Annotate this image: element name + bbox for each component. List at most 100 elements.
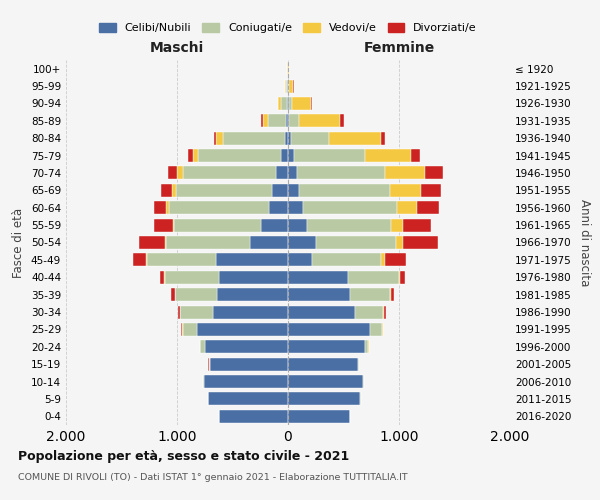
Bar bbox=[165, 236, 166, 249]
Bar bbox=[370, 323, 382, 336]
Bar bbox=[307, 218, 391, 232]
Bar bbox=[216, 254, 288, 266]
Bar bbox=[198, 149, 281, 162]
Bar bbox=[348, 270, 399, 284]
Bar bbox=[289, 97, 292, 110]
Bar bbox=[288, 97, 289, 110]
Bar bbox=[209, 358, 211, 370]
Bar bbox=[291, 132, 329, 144]
Bar bbox=[288, 254, 313, 266]
Bar bbox=[288, 114, 289, 128]
Bar bbox=[399, 270, 400, 284]
Bar bbox=[403, 236, 439, 249]
Bar bbox=[188, 149, 193, 162]
Bar bbox=[292, 97, 311, 110]
Bar bbox=[365, 149, 411, 162]
Bar bbox=[172, 184, 176, 197]
Bar bbox=[175, 288, 217, 301]
Bar bbox=[205, 340, 288, 353]
Bar bbox=[288, 201, 303, 214]
Bar bbox=[173, 218, 262, 232]
Bar bbox=[390, 184, 421, 197]
Bar bbox=[208, 392, 288, 406]
Bar bbox=[288, 323, 370, 336]
Bar bbox=[178, 306, 180, 318]
Bar bbox=[288, 358, 358, 370]
Bar bbox=[425, 166, 443, 179]
Bar bbox=[286, 80, 287, 92]
Bar bbox=[211, 358, 288, 370]
Text: COMUNE DI RIVOLI (TO) - Dati ISTAT 1° gennaio 2021 - Elaborazione TUTTITALIA.IT: COMUNE DI RIVOLI (TO) - Dati ISTAT 1° ge… bbox=[18, 472, 407, 482]
Bar bbox=[288, 166, 297, 179]
Bar bbox=[400, 270, 406, 284]
Bar bbox=[380, 132, 385, 144]
Bar bbox=[272, 184, 288, 197]
Bar bbox=[297, 166, 385, 179]
Bar bbox=[299, 114, 340, 128]
Bar bbox=[276, 166, 288, 179]
Bar bbox=[172, 288, 175, 301]
Bar bbox=[166, 201, 169, 214]
Bar bbox=[281, 149, 288, 162]
Bar bbox=[385, 254, 406, 266]
Y-axis label: Anni di nascita: Anni di nascita bbox=[578, 199, 591, 286]
Bar bbox=[391, 218, 403, 232]
Bar bbox=[288, 149, 293, 162]
Bar bbox=[288, 236, 316, 249]
Bar bbox=[411, 149, 420, 162]
Bar bbox=[288, 184, 299, 197]
Text: Femmine: Femmine bbox=[364, 41, 434, 55]
Bar bbox=[168, 166, 177, 179]
Bar bbox=[214, 132, 217, 144]
Bar bbox=[288, 132, 291, 144]
Bar bbox=[176, 184, 272, 197]
Bar bbox=[160, 270, 164, 284]
Bar bbox=[182, 166, 276, 179]
Bar bbox=[177, 166, 182, 179]
Bar bbox=[289, 80, 293, 92]
Bar bbox=[169, 201, 269, 214]
Bar bbox=[281, 97, 287, 110]
Bar bbox=[365, 340, 368, 353]
Bar bbox=[299, 184, 390, 197]
Bar bbox=[358, 358, 359, 370]
Bar bbox=[311, 97, 313, 110]
Bar bbox=[219, 270, 288, 284]
Bar bbox=[340, 114, 343, 128]
Bar bbox=[166, 236, 250, 249]
Bar bbox=[285, 80, 286, 92]
Text: Maschi: Maschi bbox=[150, 41, 204, 55]
Bar bbox=[397, 201, 418, 214]
Bar bbox=[288, 306, 355, 318]
Bar bbox=[193, 149, 198, 162]
Bar bbox=[421, 184, 440, 197]
Bar bbox=[181, 306, 212, 318]
Bar bbox=[181, 323, 182, 336]
Bar bbox=[288, 218, 307, 232]
Bar bbox=[200, 340, 205, 353]
Bar bbox=[391, 288, 394, 301]
Bar bbox=[268, 114, 286, 128]
Legend: Celibi/Nubili, Coniugati/e, Vedovi/e, Divorziati/e: Celibi/Nubili, Coniugati/e, Vedovi/e, Di… bbox=[95, 18, 481, 38]
Bar bbox=[133, 254, 146, 266]
Bar bbox=[284, 132, 288, 144]
Bar bbox=[217, 132, 223, 144]
Bar bbox=[403, 218, 431, 232]
Bar bbox=[390, 288, 391, 301]
Bar bbox=[316, 236, 395, 249]
Bar bbox=[288, 288, 350, 301]
Bar bbox=[418, 201, 439, 214]
Bar bbox=[293, 149, 365, 162]
Bar bbox=[355, 306, 383, 318]
Bar bbox=[395, 236, 403, 249]
Bar bbox=[203, 375, 288, 388]
Bar bbox=[154, 218, 173, 232]
Bar bbox=[250, 236, 288, 249]
Bar bbox=[329, 132, 380, 144]
Bar bbox=[288, 340, 365, 353]
Bar bbox=[263, 114, 268, 128]
Bar bbox=[381, 254, 385, 266]
Bar bbox=[385, 166, 425, 179]
Bar bbox=[288, 392, 360, 406]
Bar bbox=[262, 218, 288, 232]
